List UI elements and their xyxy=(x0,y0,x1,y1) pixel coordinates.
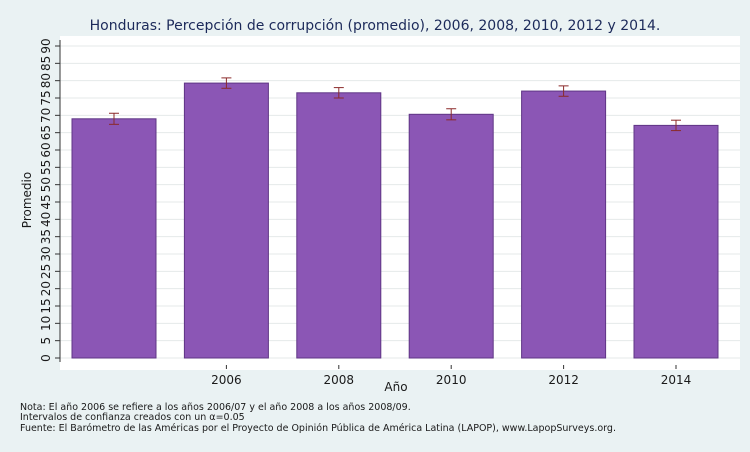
y-tick-label: 15 xyxy=(39,298,53,313)
bar xyxy=(296,92,382,359)
y-tick-label: 55 xyxy=(39,160,53,175)
y-tick-label: 5 xyxy=(39,337,53,345)
error-bar xyxy=(333,87,344,99)
y-tick-label: 80 xyxy=(39,73,53,88)
y-tick-label: 90 xyxy=(39,38,53,53)
bars xyxy=(71,82,719,359)
y-tick-label: 30 xyxy=(39,246,53,261)
error-bar xyxy=(109,112,119,125)
y-tick-label: 25 xyxy=(39,264,53,279)
bar xyxy=(183,82,269,359)
note-line-3: Fuente: El Barómetro de las Américas por… xyxy=(20,423,616,434)
error-bar xyxy=(558,85,569,97)
bar xyxy=(408,113,494,359)
y-tick-label: 60 xyxy=(39,142,53,157)
y-tick-label: 65 xyxy=(39,125,53,140)
bar xyxy=(71,118,157,359)
bar xyxy=(633,124,719,359)
error-bar xyxy=(671,119,681,132)
note-line-1: Nota: El año 2006 se refiere a los años … xyxy=(20,402,411,413)
plot-area xyxy=(60,36,740,370)
y-tick-label: 85 xyxy=(39,56,53,71)
y-tick-label: 35 xyxy=(39,229,53,244)
error-bars xyxy=(109,77,681,132)
gridlines xyxy=(60,45,740,359)
y-axis: 0 5 10 15 20 25 30 35 40 45 50 55 60 65 70 75 80 85 90 xyxy=(39,38,61,362)
x-axis-label: Año xyxy=(384,380,407,394)
y-axis-label: Promedio xyxy=(20,172,34,228)
x-axis: 2006 2008 2010 2012 2014 xyxy=(211,365,691,387)
y-tick-label: 10 xyxy=(39,316,53,331)
x-tick-label: 2010 xyxy=(436,373,467,387)
bar xyxy=(521,90,607,359)
chart-title: Honduras: Percepción de corrupción (prom… xyxy=(90,18,661,34)
x-tick-label: 2014 xyxy=(661,373,692,387)
y-tick-label: 70 xyxy=(39,108,53,123)
y-tick-label: 20 xyxy=(39,281,53,296)
y-tick-label: 40 xyxy=(39,212,53,227)
y-tick-label: 45 xyxy=(39,194,53,209)
note-line-2: Intervalos de confianza creados con un α… xyxy=(20,412,245,423)
x-tick-label: 2008 xyxy=(324,373,355,387)
y-tick-label: 50 xyxy=(39,177,53,192)
error-bar xyxy=(221,77,232,89)
x-tick-label: 2006 xyxy=(211,373,242,387)
error-bar xyxy=(446,108,457,121)
x-tick-label: 2012 xyxy=(548,373,579,387)
y-tick-label: 75 xyxy=(39,90,53,105)
y-tick-label: 0 xyxy=(39,354,53,362)
